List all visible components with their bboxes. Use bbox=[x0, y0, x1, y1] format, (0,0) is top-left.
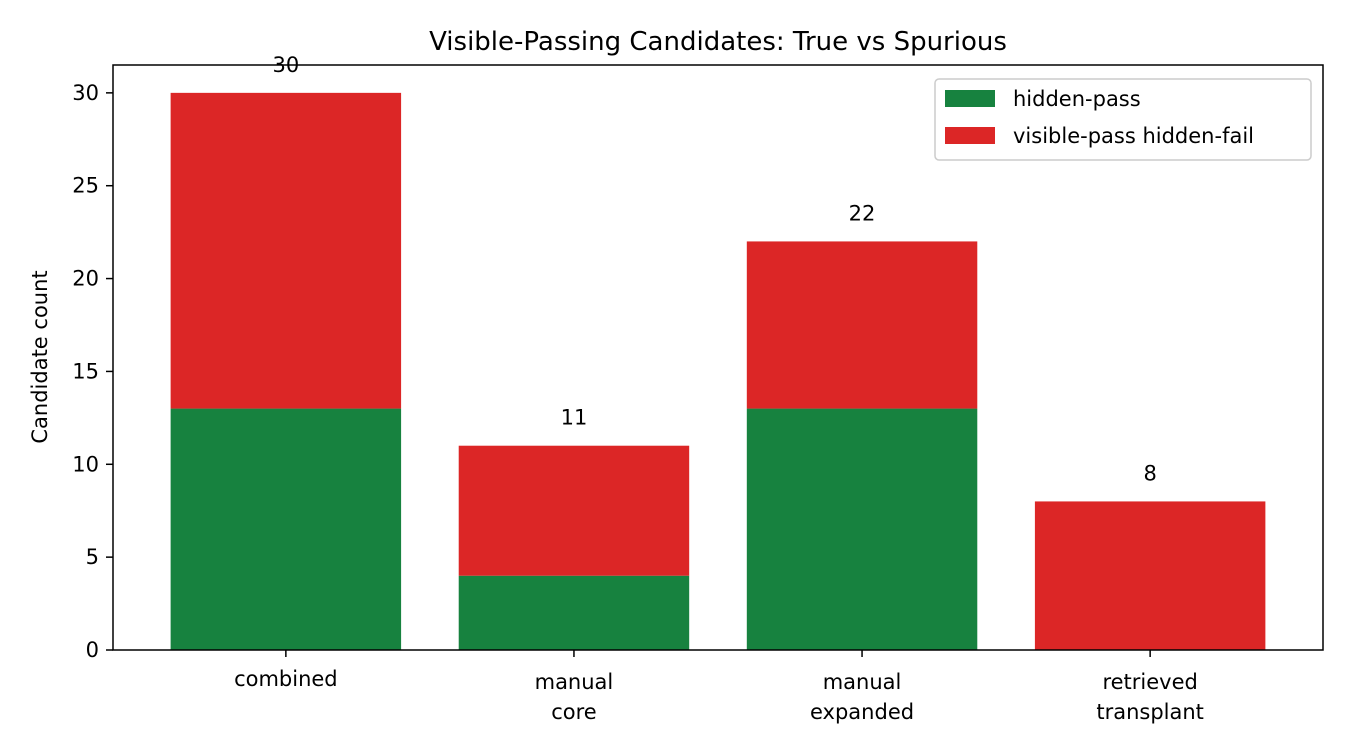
total-label-1: 11 bbox=[561, 406, 588, 430]
total-label-3: 8 bbox=[1143, 461, 1156, 485]
bar-visible-pass-hidden-fail-2 bbox=[746, 241, 978, 409]
y-tick-label-2: 10 bbox=[72, 452, 99, 476]
chart-title: Visible-Passing Candidates: True vs Spur… bbox=[429, 27, 1007, 57]
x-tick-label-3: retrieved transplant bbox=[1096, 670, 1204, 724]
x-tick-label-line: manual bbox=[535, 670, 614, 694]
legend-box bbox=[934, 78, 1312, 161]
bar-hidden-pass-1 bbox=[458, 575, 690, 650]
x-tick-label-line: expanded bbox=[810, 700, 914, 724]
x-axis: combined manual core manual expanded retrieve… bbox=[234, 650, 1204, 724]
legend-swatch-1 bbox=[945, 127, 995, 144]
x-tick-label-line: core bbox=[551, 700, 597, 724]
legend-label-0: hidden-pass bbox=[1013, 87, 1141, 111]
x-tick-label-line: manual bbox=[823, 670, 902, 694]
y-tick-label-0: 0 bbox=[86, 638, 99, 662]
y-tick-label-1: 5 bbox=[86, 545, 99, 569]
x-tick-label-line: retrieved bbox=[1102, 670, 1197, 694]
x-tick-label-line: transplant bbox=[1096, 700, 1204, 724]
y-axis: 0 5 10 15 20 25 30 bbox=[72, 81, 113, 662]
total-label-2: 22 bbox=[849, 201, 876, 225]
bar-hidden-pass-2 bbox=[746, 408, 978, 650]
x-tick-label-2: manual expanded bbox=[810, 670, 914, 724]
x-tick-label-0: combined bbox=[234, 667, 338, 691]
bar-hidden-pass-0 bbox=[170, 408, 402, 650]
y-tick-label-4: 20 bbox=[72, 267, 99, 291]
plot-frame bbox=[112, 64, 1324, 651]
x-tick-label-line: combined bbox=[234, 667, 338, 691]
bar-visible-pass-hidden-fail-3 bbox=[1034, 501, 1266, 650]
y-tick-label-5: 25 bbox=[72, 174, 99, 198]
y-tick-label-6: 30 bbox=[72, 81, 99, 105]
bar-visible-pass-hidden-fail-0 bbox=[170, 92, 402, 409]
x-tick-label-1: manual core bbox=[535, 670, 614, 724]
legend-label-1: visible-pass hidden-fail bbox=[1013, 124, 1254, 148]
legend-swatch-0 bbox=[945, 90, 995, 107]
y-axis-label: Candidate count bbox=[28, 270, 52, 443]
bar-visible-pass-hidden-fail-1 bbox=[458, 445, 690, 576]
y-tick-label-3: 15 bbox=[72, 359, 99, 383]
bars bbox=[170, 92, 1266, 650]
legend: hidden-pass visible-pass hidden-fail bbox=[934, 78, 1312, 161]
